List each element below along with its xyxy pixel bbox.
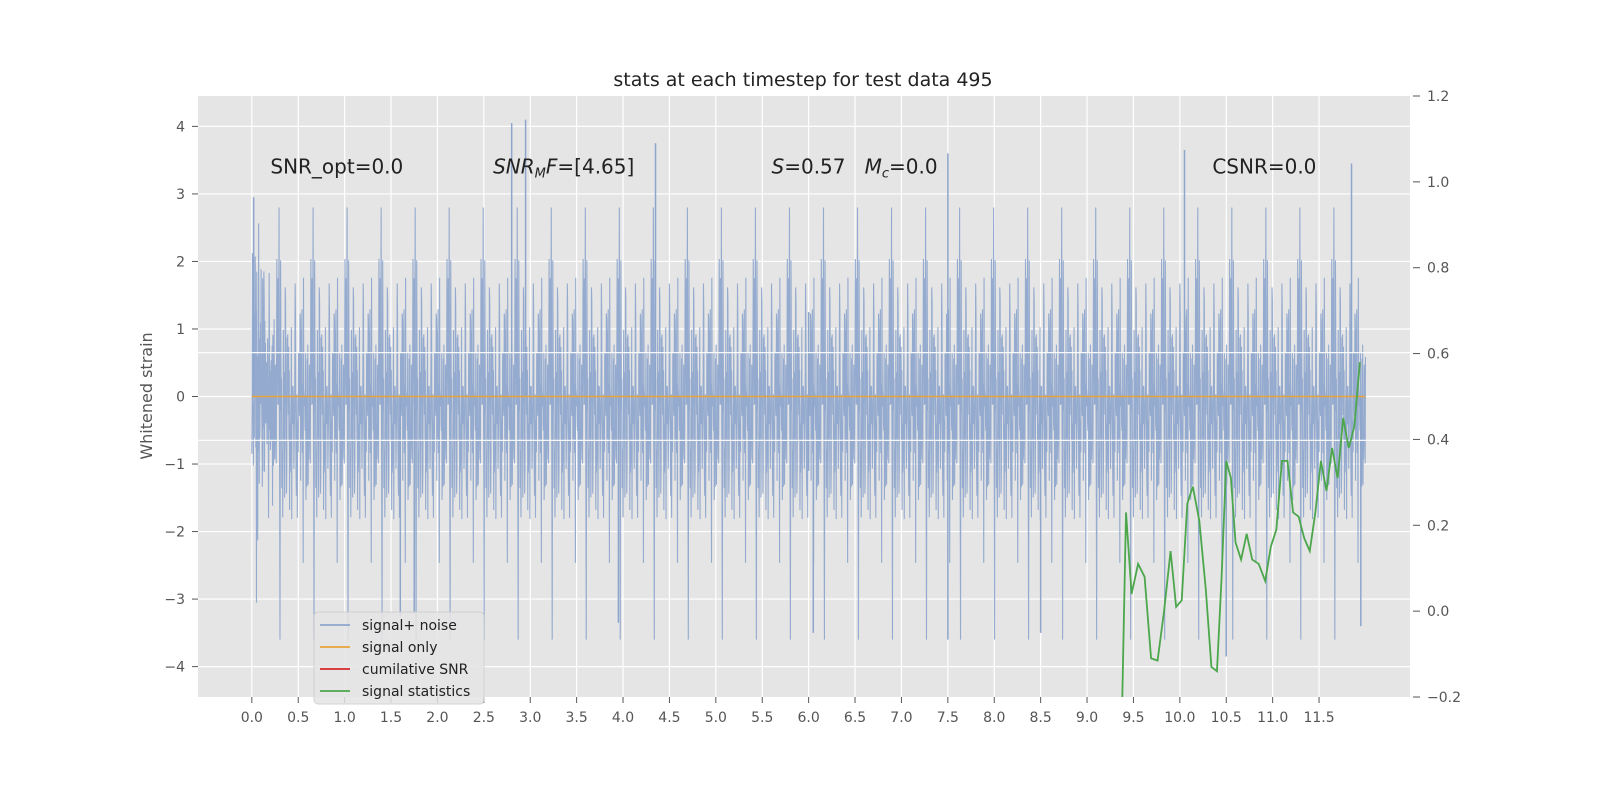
legend-label: signal only <box>362 640 437 656</box>
y2-tick-label: 0.2 <box>1427 518 1449 534</box>
x-tick-label: 2.5 <box>473 710 495 726</box>
y2-tick-label: 0.8 <box>1427 261 1449 277</box>
x-axis: 0.0 0.5 1.0 1.5 2.0 2.5 3.0 3.5 4.0 4.5 5.0 5.5 6.0 6… <box>241 697 1335 726</box>
x-tick-label: 7.0 <box>890 710 912 726</box>
legend-label: cumilative SNR <box>362 662 469 678</box>
y-tick-label: −2 <box>164 525 185 541</box>
y-axis-right: 1.2 1.0 0.8 0.6 0.4 0.2 0.0 −0.2 <box>1413 89 1461 706</box>
y-tick-label: 4 <box>176 119 185 135</box>
x-tick-label: 4.5 <box>658 710 680 726</box>
x-tick-label: 10.5 <box>1211 710 1242 726</box>
x-tick-label: 4.0 <box>612 710 634 726</box>
x-tick-label: 11.5 <box>1303 710 1334 726</box>
x-tick-label: 5.5 <box>751 710 773 726</box>
signal-noise-series <box>198 119 1410 657</box>
signal-statistics-line <box>1121 362 1361 698</box>
legend-box <box>313 611 485 705</box>
y-tick-label: 3 <box>176 187 185 203</box>
legend: signal+ noise signal only cumilative SNR si… <box>313 611 485 705</box>
annotation-text: SNRMF=[4.65] <box>493 155 634 182</box>
x-tick-label: 9.0 <box>1076 710 1098 726</box>
x-tick-label: 0.0 <box>241 710 263 726</box>
y-tick-label: 0 <box>176 390 185 406</box>
y-tick-label: −3 <box>164 592 185 608</box>
x-tick-label: 3.0 <box>519 710 541 726</box>
y-axis-label: Whitened strain <box>137 332 156 459</box>
y-tick-label: 1 <box>176 322 185 338</box>
chart-title: stats at each timestep for test data 495 <box>613 69 992 91</box>
y2-tick-label: 1.2 <box>1427 89 1449 105</box>
y2-tick-label: −0.2 <box>1427 690 1461 706</box>
x-tick-label: 3.5 <box>566 710 588 726</box>
x-tick-label: 5.0 <box>705 710 727 726</box>
x-tick-label: 2.0 <box>426 710 448 726</box>
x-tick-label: 8.5 <box>1030 710 1052 726</box>
line-series-layer <box>251 362 1366 698</box>
y-tick-label: −4 <box>164 660 185 676</box>
y-tick-label: −1 <box>164 457 185 473</box>
x-tick-label: 11.0 <box>1257 710 1288 726</box>
x-tick-label: 1.0 <box>333 710 355 726</box>
x-tick-label: 9.5 <box>1122 710 1144 726</box>
annotation-text: CSNR=0.0 <box>1212 155 1316 179</box>
x-tick-label: 8.0 <box>983 710 1005 726</box>
legend-label: signal statistics <box>362 684 470 700</box>
annotations: SNR_opt=0.0 SNRMF=[4.65] S=0.57 Mc=0.0 CSNR… <box>270 155 1316 182</box>
y2-tick-label: 1.0 <box>1427 175 1449 191</box>
x-tick-label: 7.5 <box>937 710 959 726</box>
y-axis-left: 4 3 2 1 0 −1 −2 −3 −4 <box>164 119 198 676</box>
x-tick-label: 1.5 <box>380 710 402 726</box>
x-tick-label: 6.0 <box>798 710 820 726</box>
annotation-text: S=0.57 Mc=0.0 <box>772 155 938 182</box>
x-tick-label: 6.5 <box>844 710 866 726</box>
x-tick-label: 10.0 <box>1164 710 1195 726</box>
y2-tick-label: 0.0 <box>1427 604 1449 620</box>
legend-label: signal+ noise <box>362 618 457 634</box>
y2-tick-label: 0.6 <box>1427 347 1449 363</box>
y-tick-label: 2 <box>176 254 185 270</box>
annotation-text: SNR_opt=0.0 <box>270 155 403 179</box>
x-tick-label: 0.5 <box>287 710 309 726</box>
y2-tick-label: 0.4 <box>1427 432 1449 448</box>
